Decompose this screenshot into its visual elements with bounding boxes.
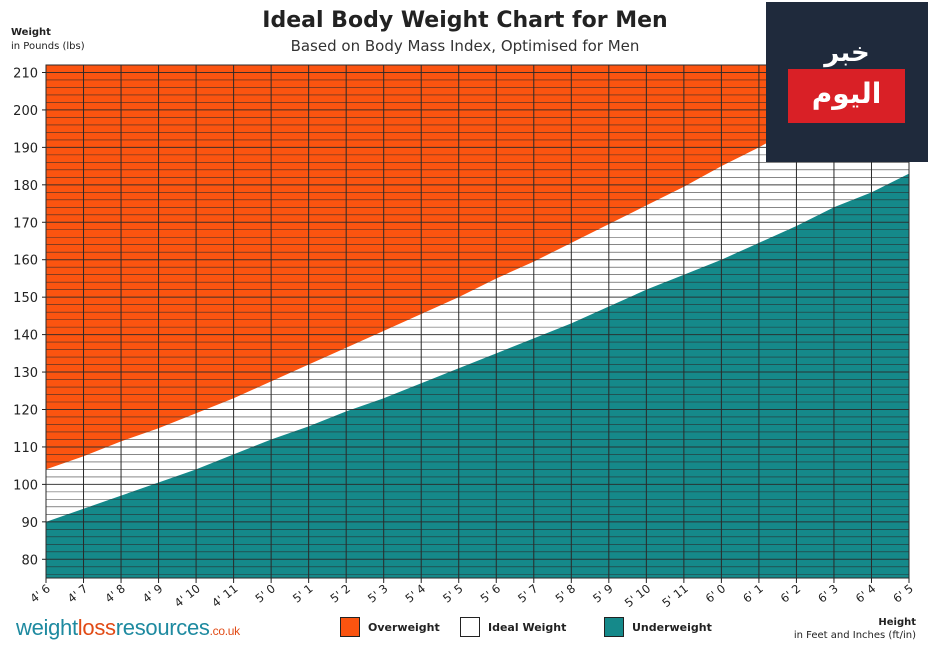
- y-axis-title: Weight: [11, 27, 51, 38]
- plot-frame: [45, 64, 910, 579]
- watermark-logo: خبر اليوم: [766, 2, 928, 162]
- chart-title: Ideal Body Weight Chart for Men: [262, 8, 668, 33]
- x-tick-label: 5' 10: [622, 581, 653, 610]
- x-tick-label: 6' 5: [890, 581, 916, 605]
- y-tick-label: 150: [13, 291, 38, 306]
- y-tick-label: 140: [13, 329, 38, 344]
- x-tick-label: 4' 9: [140, 581, 166, 605]
- x-tick-label: 5' 5: [440, 581, 466, 605]
- x-tick-label: 6' 0: [703, 581, 729, 605]
- x-tick-label: 5' 7: [515, 581, 541, 605]
- brand-logo[interactable]: weightlossresources.co.uk: [16, 615, 240, 641]
- legend-label-underweight: Underweight: [632, 620, 712, 634]
- legend-label-overweight: Overweight: [368, 620, 440, 634]
- brand-part-domain: .co.uk: [209, 624, 241, 638]
- y-tick-label: 110: [13, 441, 38, 456]
- y-tick-label: 100: [13, 478, 38, 493]
- x-tick-label: 4' 7: [65, 581, 91, 605]
- brand-part-weight: weight: [16, 615, 78, 640]
- x-tick-label: 4' 10: [172, 581, 203, 610]
- x-tick-label: 5' 6: [478, 581, 504, 605]
- y-axis-unit: in Pounds (lbs): [11, 41, 85, 52]
- x-tick-label: 5' 11: [659, 581, 690, 610]
- chart-subtitle: Based on Body Mass Index, Optimised for …: [290, 37, 640, 55]
- legend-item-ideal: Ideal Weight: [460, 616, 566, 638]
- x-tick-label: 6' 4: [853, 581, 879, 605]
- legend-item-overweight: Overweight: [340, 616, 440, 638]
- x-tick-label: 4' 8: [102, 581, 128, 605]
- x-tick-label: 5' 9: [590, 581, 616, 605]
- y-tick-label: 90: [21, 516, 38, 531]
- legend-swatch-ideal: [460, 617, 480, 637]
- x-tick-label: 5' 3: [365, 581, 391, 605]
- x-tick-label: 6' 3: [815, 581, 841, 605]
- logo-text-bottom: اليوم: [811, 77, 882, 110]
- legend-swatch-underweight: [604, 617, 624, 637]
- x-tick-label: 5' 2: [327, 581, 353, 605]
- y-tick-label: 160: [13, 254, 38, 269]
- x-tick-label: 5' 4: [403, 581, 429, 605]
- legend-item-underweight: Underweight: [604, 616, 712, 638]
- y-tick-label: 210: [13, 66, 38, 81]
- x-tick-label: 6' 2: [778, 581, 804, 605]
- x-tick-label: 4' 11: [209, 581, 240, 610]
- x-tick-label: 5' 1: [290, 581, 316, 605]
- y-tick-label: 180: [13, 179, 38, 194]
- x-tick-label: 4' 6: [27, 581, 53, 605]
- brand-part-loss: loss: [77, 615, 116, 640]
- x-axis-unit: in Feet and Inches (ft/in): [793, 630, 916, 641]
- y-tick-label: 120: [13, 403, 38, 418]
- y-tick-label: 80: [21, 553, 38, 568]
- legend-swatch-overweight: [340, 617, 360, 637]
- y-tick-label: 170: [13, 216, 38, 231]
- y-tick-label: 130: [13, 366, 38, 381]
- brand-part-resources: resources: [115, 615, 210, 640]
- legend-label-ideal: Ideal Weight: [488, 620, 567, 634]
- x-tick-label: 5' 0: [252, 581, 278, 605]
- logo-text-top: خبر: [824, 38, 870, 68]
- x-axis-title: Height: [878, 617, 916, 628]
- y-tick-label: 190: [13, 141, 38, 156]
- logo-red-box: اليوم: [788, 69, 905, 123]
- x-tick-label: 5' 8: [553, 581, 579, 605]
- x-tick-label: 6' 1: [740, 581, 766, 605]
- y-tick-label: 200: [13, 104, 38, 119]
